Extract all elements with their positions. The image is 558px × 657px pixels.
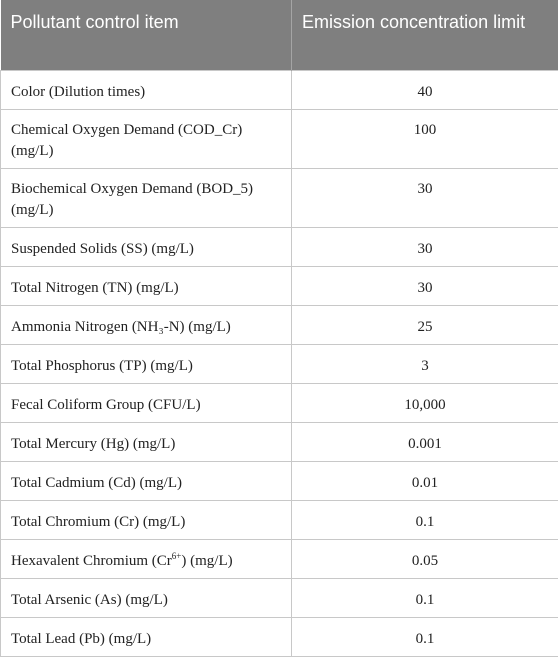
limit-cell: 30: [292, 227, 558, 266]
item-text-suffix: ) (mg/L): [181, 553, 232, 569]
limit-cell: 0.01: [292, 461, 558, 500]
table-row: Suspended Solids (SS) (mg/L) 30: [1, 227, 558, 266]
table-row: Biochemical Oxygen Demand (BOD_5) (mg/L)…: [1, 168, 558, 227]
limit-cell: 3: [292, 344, 558, 383]
table-body: Color (Dilution times) 40 Chemical Oxyge…: [1, 70, 558, 656]
limit-cell: 25: [292, 305, 558, 344]
pollutant-item-cell: Fecal Coliform Group (CFU/L): [1, 383, 292, 422]
limit-cell: 40: [292, 70, 558, 109]
pollutant-item-cell: Color (Dilution times): [1, 70, 292, 109]
limit-cell: 0.1: [292, 578, 558, 617]
table-row: Color (Dilution times) 40: [1, 70, 558, 109]
limit-cell: 100: [292, 109, 558, 168]
pollutant-item-cell: Suspended Solids (SS) (mg/L): [1, 227, 292, 266]
pollutant-item-cell: Ammonia Nitrogen (NH₃-N) (mg/L): [1, 305, 292, 344]
table-row: Ammonia Nitrogen (NH₃-N) (mg/L) 25: [1, 305, 558, 344]
limit-cell: 10,000: [292, 383, 558, 422]
pollutant-item-cell: Chemical Oxygen Demand (COD_Cr) (mg/L): [1, 109, 292, 168]
table-row: Total Nitrogen (TN) (mg/L) 30: [1, 266, 558, 305]
header-emission-limit: Emission concentration limit: [292, 0, 558, 70]
pollutant-item-cell: Total Arsenic (As) (mg/L): [1, 578, 292, 617]
table-row: Fecal Coliform Group (CFU/L) 10,000: [1, 383, 558, 422]
pollutant-item-cell: Total Mercury (Hg) (mg/L): [1, 422, 292, 461]
header-row: Pollutant control item Emission concentr…: [1, 0, 558, 70]
pollutant-item-cell: Hexavalent Chromium (Cr6+) (mg/L): [1, 539, 292, 578]
table-header: Pollutant control item Emission concentr…: [1, 0, 558, 70]
table-row: Total Cadmium (Cd) (mg/L) 0.01: [1, 461, 558, 500]
item-text-prefix: Hexavalent Chromium (Cr: [11, 553, 172, 569]
pollutant-item-cell: Total Cadmium (Cd) (mg/L): [1, 461, 292, 500]
limit-cell: 0.1: [292, 500, 558, 539]
table-row: Total Arsenic (As) (mg/L) 0.1: [1, 578, 558, 617]
table-row: Hexavalent Chromium (Cr6+) (mg/L) 0.05: [1, 539, 558, 578]
pollutant-item-cell: Biochemical Oxygen Demand (BOD_5) (mg/L): [1, 168, 292, 227]
table-row: Chemical Oxygen Demand (COD_Cr) (mg/L) 1…: [1, 109, 558, 168]
table-row: Total Mercury (Hg) (mg/L) 0.001: [1, 422, 558, 461]
table-row: Total Chromium (Cr) (mg/L) 0.1: [1, 500, 558, 539]
table-row: Total Lead (Pb) (mg/L) 0.1: [1, 617, 558, 656]
pollutant-item-cell: Total Phosphorus (TP) (mg/L): [1, 344, 292, 383]
limit-cell: 30: [292, 266, 558, 305]
limit-cell: 30: [292, 168, 558, 227]
limit-cell: 0.05: [292, 539, 558, 578]
table-row: Total Phosphorus (TP) (mg/L) 3: [1, 344, 558, 383]
limit-cell: 0.1: [292, 617, 558, 656]
header-pollutant-item: Pollutant control item: [1, 0, 292, 70]
item-superscript: 6+: [172, 551, 182, 561]
pollutant-item-cell: Total Lead (Pb) (mg/L): [1, 617, 292, 656]
pollutant-item-cell: Total Nitrogen (TN) (mg/L): [1, 266, 292, 305]
pollutant-item-cell: Total Chromium (Cr) (mg/L): [1, 500, 292, 539]
limit-cell: 0.001: [292, 422, 558, 461]
